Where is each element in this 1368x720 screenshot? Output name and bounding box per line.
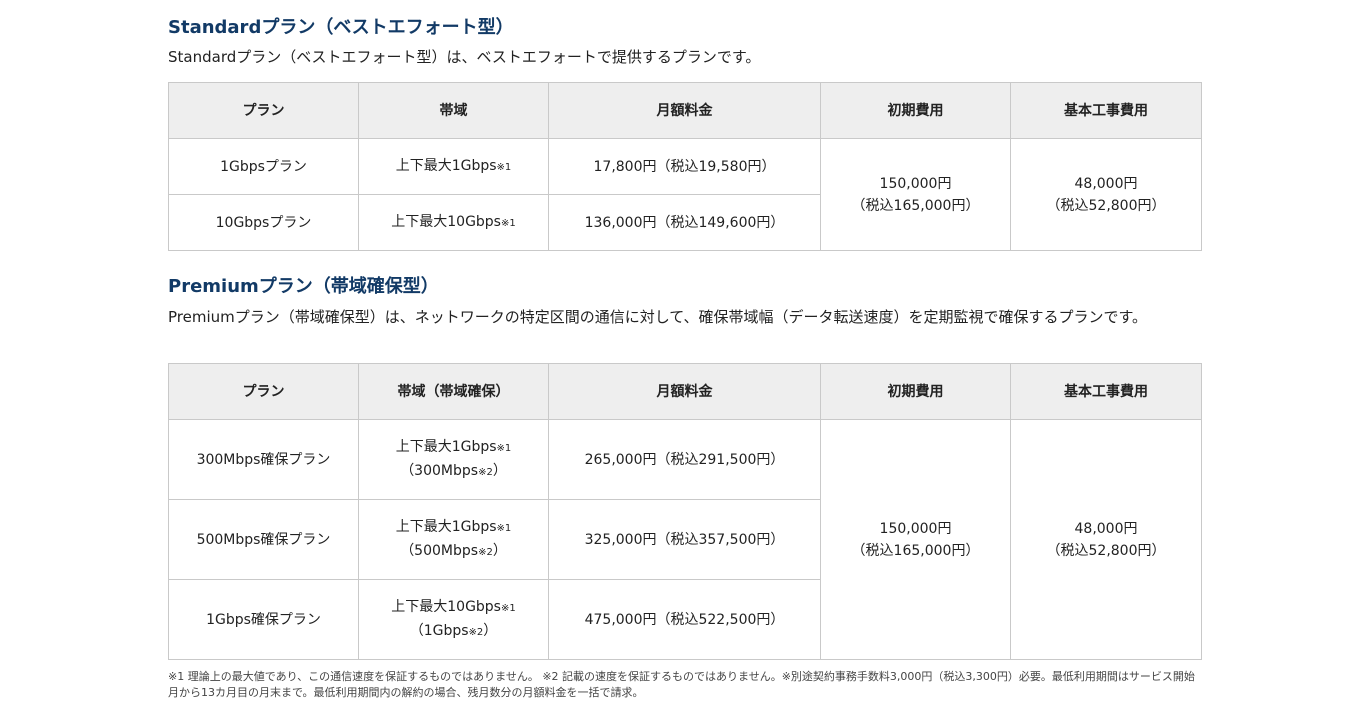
guaranteed-band-value: （300Mbps	[400, 462, 479, 479]
table-row: 500Mbps確保プラン 上下最大1Gbps※1 （500Mbps※2） 325,…	[168, 499, 1202, 580]
guaranteed-band-value: （1Gbps	[409, 622, 469, 639]
band-cell: 上下最大1Gbps※1 （300Mbps※2）	[358, 419, 549, 500]
guaranteed-band-close: ）	[492, 542, 507, 559]
plan-name: 500Mbps確保プラン	[168, 499, 359, 580]
initial-fee-price: 150,000円	[879, 175, 952, 192]
band-cell: 上下最大10Gbps※1 （1Gbps※2）	[358, 579, 549, 660]
header-construction-fee: 基本工事費用	[1010, 82, 1202, 139]
band-value: 上下最大10Gbps	[391, 213, 501, 230]
table-row: 1Gbps確保プラン 上下最大10Gbps※1 （1Gbps※2） 475,000…	[168, 579, 1202, 660]
band-cell: 上下最大10Gbps※1	[358, 194, 549, 251]
monthly-fee: 325,000円（税込357,500円）	[548, 499, 821, 580]
table-row: 10Gbpsプラン 上下最大10Gbps※1 136,000円（税込149,60…	[168, 194, 1202, 251]
plan-name: 300Mbps確保プラン	[168, 419, 359, 500]
band-footnote-mark: ※1	[496, 442, 512, 454]
header-construction-fee: 基本工事費用	[1010, 363, 1202, 420]
guaranteed-band-close: ）	[492, 462, 507, 479]
initial-fee-tax: （税込165,000円）	[851, 197, 980, 214]
band-value: 上下最大10Gbps	[391, 598, 501, 615]
table-row: 1Gbpsプラン 上下最大1Gbps※1 17,800円（税込19,580円） …	[168, 138, 1202, 251]
initial-fee-cell: 150,000円 （税込165,000円）	[820, 419, 1011, 660]
band-value: 上下最大1Gbps	[395, 157, 497, 174]
footnote-text: ※1 理論上の最大値であり、この通信速度を保証するものではありません。 ※2 記…	[168, 670, 1195, 699]
plan-name: 1Gbpsプラン	[168, 138, 359, 195]
header-monthly-fee: 月額料金	[548, 363, 821, 420]
plan-name: 10Gbpsプラン	[168, 194, 359, 251]
construction-fee-cell: 48,000円 （税込52,800円）	[1010, 419, 1202, 660]
header-monthly-fee: 月額料金	[548, 82, 821, 139]
guaranteed-footnote-mark: ※2	[478, 466, 493, 478]
band-footnote-mark: ※1	[496, 161, 512, 173]
header-band: 帯域	[358, 82, 549, 139]
band-value: 上下最大1Gbps	[395, 518, 497, 535]
band-cell: 上下最大1Gbps※1 （500Mbps※2）	[358, 499, 549, 580]
premium-plan-table: プラン 帯域（帯域確保） 月額料金 初期費用 基本工事費用 300Mbps確保プ…	[168, 363, 1202, 660]
initial-fee-price: 150,000円	[879, 520, 952, 537]
plan-name: 1Gbps確保プラン	[168, 579, 359, 660]
guaranteed-band-close: ）	[483, 622, 498, 639]
construction-fee-price: 48,000円	[1074, 520, 1138, 537]
header-plan: プラン	[168, 363, 359, 420]
table-row: 300Mbps確保プラン 上下最大1Gbps※1 （300Mbps※2） 265,…	[168, 419, 1202, 660]
construction-fee-price: 48,000円	[1074, 175, 1138, 192]
premium-plan-description: Premiumプラン（帯域確保型）は、ネットワークの特定区間の通信に対して、確保…	[168, 308, 1148, 326]
monthly-fee: 136,000円（税込149,600円）	[548, 194, 821, 251]
monthly-fee: 475,000円（税込522,500円）	[548, 579, 821, 660]
initial-fee-cell: 150,000円 （税込165,000円）	[820, 138, 1011, 251]
header-plan: プラン	[168, 82, 359, 139]
premium-plan-title: Premiumプラン（帯域確保型）	[168, 276, 439, 297]
header-initial-fee: 初期費用	[820, 82, 1011, 139]
standard-plan-description: Standardプラン（ベストエフォート型）は、ベストエフォートで提供するプラン…	[168, 48, 761, 66]
construction-fee-tax: （税込52,800円）	[1046, 197, 1166, 214]
band-cell: 上下最大1Gbps※1	[358, 138, 549, 195]
header-band: 帯域（帯域確保）	[358, 363, 549, 420]
standard-plan-title: Standardプラン（ベストエフォート型）	[168, 17, 514, 38]
monthly-fee: 17,800円（税込19,580円）	[548, 138, 821, 195]
header-initial-fee: 初期費用	[820, 363, 1011, 420]
construction-fee-cell: 48,000円 （税込52,800円）	[1010, 138, 1202, 251]
band-value: 上下最大1Gbps	[395, 438, 497, 455]
guaranteed-footnote-mark: ※2	[478, 546, 493, 558]
band-footnote-mark: ※1	[500, 217, 516, 229]
band-footnote-mark: ※1	[500, 602, 516, 614]
standard-plan-table: プラン 帯域 月額料金 初期費用 基本工事費用 1Gbpsプラン 上下最大1Gb…	[168, 82, 1202, 251]
construction-fee-tax: （税込52,800円）	[1046, 542, 1166, 559]
table-header-row: プラン 帯域（帯域確保） 月額料金 初期費用 基本工事費用	[168, 363, 1202, 420]
monthly-fee: 265,000円（税込291,500円）	[548, 419, 821, 500]
band-footnote-mark: ※1	[496, 522, 512, 534]
guaranteed-footnote-mark: ※2	[468, 626, 484, 638]
initial-fee-tax: （税込165,000円）	[851, 542, 980, 559]
guaranteed-band-value: （500Mbps	[400, 542, 479, 559]
table-header-row: プラン 帯域 月額料金 初期費用 基本工事費用	[168, 82, 1202, 139]
